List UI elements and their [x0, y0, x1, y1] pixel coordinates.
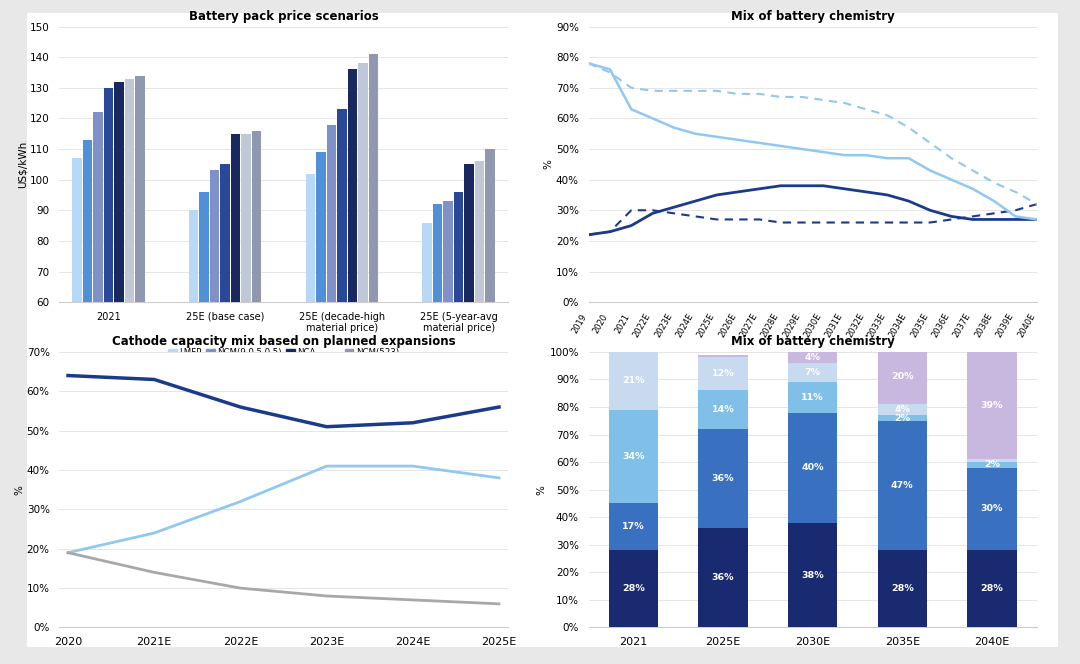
Bar	[475, 161, 485, 486]
Text: 20%: 20%	[891, 373, 914, 381]
Bar	[306, 173, 315, 486]
Bar	[788, 523, 837, 627]
Text: 36%: 36%	[712, 574, 734, 582]
Text: 2%: 2%	[984, 460, 1000, 469]
Bar	[609, 550, 658, 627]
Bar	[433, 204, 443, 486]
Bar	[200, 192, 208, 486]
Bar	[609, 503, 658, 550]
Text: 17%: 17%	[622, 523, 645, 531]
Bar	[241, 133, 251, 486]
Bar	[135, 76, 145, 486]
Bar	[699, 529, 747, 627]
Bar	[316, 152, 326, 486]
Y-axis label: %: %	[14, 485, 24, 495]
Bar	[878, 415, 927, 421]
Title: Cathode capacity mix based on planned expansions: Cathode capacity mix based on planned ex…	[111, 335, 456, 348]
Bar	[609, 352, 658, 410]
Bar	[968, 467, 1016, 550]
Bar	[443, 201, 453, 486]
Bar	[699, 429, 747, 529]
Bar	[220, 165, 230, 486]
Text: 39%: 39%	[981, 401, 1003, 410]
Title: Mix of battery chemistry: Mix of battery chemistry	[731, 9, 894, 23]
Text: 34%: 34%	[622, 452, 645, 461]
Bar	[72, 158, 82, 486]
Bar	[104, 88, 113, 486]
Bar	[788, 412, 837, 523]
Title: Battery pack price scenarios: Battery pack price scenarios	[189, 9, 378, 23]
Bar	[485, 149, 495, 486]
Bar	[968, 352, 1016, 459]
Bar	[609, 410, 658, 503]
Bar	[114, 82, 124, 486]
Text: 47%: 47%	[891, 481, 914, 490]
Text: 28%: 28%	[981, 584, 1003, 594]
Text: 36%: 36%	[712, 474, 734, 483]
Legend: LMFP, LFP, NCM(9,0.5,0.5), NCM(811), NCA, NCM(622), NCM(523): LMFP, LFP, NCM(9,0.5,0.5), NCM(811), NCA…	[164, 345, 403, 374]
Bar	[878, 421, 927, 550]
Bar	[422, 222, 432, 486]
Text: 12%: 12%	[712, 369, 734, 378]
Bar	[231, 133, 241, 486]
Bar	[82, 140, 92, 486]
Bar	[968, 459, 1016, 462]
Text: 4%: 4%	[805, 353, 821, 362]
Bar	[348, 70, 357, 486]
Bar	[252, 131, 261, 486]
Bar	[210, 171, 219, 486]
Y-axis label: %: %	[537, 485, 546, 495]
Text: 11%: 11%	[801, 393, 824, 402]
Y-axis label: %: %	[543, 159, 553, 169]
Bar	[337, 110, 347, 486]
Bar	[878, 550, 927, 627]
Bar	[699, 355, 747, 357]
Bar	[699, 390, 747, 429]
Bar	[788, 382, 837, 412]
Y-axis label: US$/kWh: US$/kWh	[17, 141, 27, 188]
Legend: LFP, LFP (previous), NCM/NCA, NCM/NCA (previous): LFP, LFP (previous), NCM/NCA, NCM/NCA (p…	[700, 367, 926, 397]
Bar	[788, 352, 837, 363]
Bar	[368, 54, 378, 486]
Text: 2%: 2%	[894, 414, 910, 422]
Text: 21%: 21%	[622, 376, 645, 385]
Bar	[464, 165, 474, 486]
Text: 38%: 38%	[801, 570, 824, 580]
Bar	[326, 125, 336, 486]
Bar	[878, 404, 927, 415]
Bar	[878, 349, 927, 404]
Bar	[968, 462, 1016, 467]
Bar	[968, 550, 1016, 627]
Bar	[454, 192, 463, 486]
Text: 4%: 4%	[894, 405, 910, 414]
Bar	[699, 357, 747, 390]
Text: 40%: 40%	[801, 463, 824, 472]
Text: 14%: 14%	[712, 405, 734, 414]
Bar	[93, 112, 103, 486]
Bar	[359, 63, 367, 486]
Text: 30%: 30%	[981, 505, 1003, 513]
Text: 7%: 7%	[805, 368, 821, 377]
Bar	[189, 210, 199, 486]
Text: 28%: 28%	[622, 584, 645, 594]
Bar	[124, 78, 134, 486]
Title: Mix of battery chemistry: Mix of battery chemistry	[731, 335, 894, 348]
Text: 28%: 28%	[891, 584, 914, 594]
Bar	[788, 363, 837, 382]
